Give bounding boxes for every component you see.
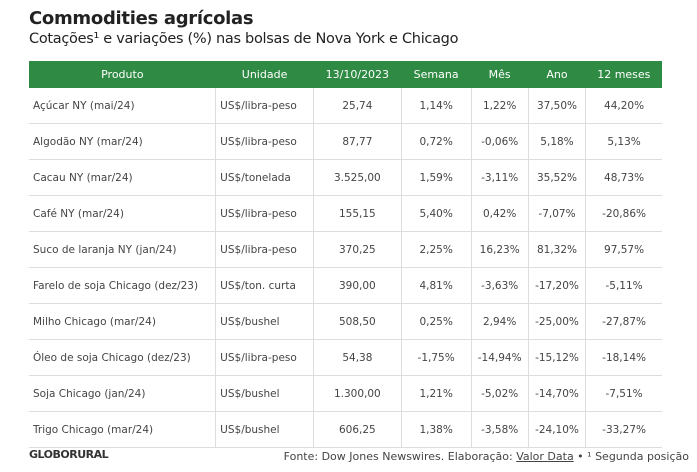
table-row: Café NY (mar/24) US$/libra-peso 155,15 5,40… bbox=[29, 195, 662, 232]
table-cell: 1,21% bbox=[400, 375, 472, 412]
table-cell: -24,10% bbox=[527, 411, 586, 448]
table-cell: 97,57% bbox=[585, 231, 662, 268]
table-cell: Trigo Chicago (mar/24) bbox=[29, 411, 216, 448]
table-cell: US$/libra-peso bbox=[215, 123, 314, 160]
table-row: Milho Chicago (mar/24) US$/bushel 508,50 0,… bbox=[29, 303, 662, 340]
table-cell: 508,50 bbox=[312, 303, 402, 340]
column-header: 13/10/2023 bbox=[313, 61, 402, 88]
table-cell: 1,14% bbox=[400, 88, 472, 124]
page-title: Commodities agrícolas bbox=[29, 8, 254, 29]
table-cell: Óleo de soja Chicago (dez/23) bbox=[29, 339, 216, 376]
table-cell: Farelo de soja Chicago (dez/23) bbox=[29, 267, 216, 304]
table-cell: -5,11% bbox=[585, 267, 662, 304]
table-cell: US$/libra-peso bbox=[215, 231, 314, 268]
table-cell: Café NY (mar/24) bbox=[29, 195, 216, 232]
table-cell: US$/libra-peso bbox=[215, 195, 314, 232]
column-header: 12 meses bbox=[585, 61, 662, 88]
column-header: Semana bbox=[401, 61, 472, 88]
footnote-text: • ¹ Segunda posição bbox=[573, 450, 689, 463]
table-cell: US$/bushel bbox=[215, 411, 314, 448]
table-cell: Cacau NY (mar/24) bbox=[29, 159, 216, 196]
table-row: Suco de laranja NY (jan/24) US$/libra-pes… bbox=[29, 231, 662, 268]
table-row: Trigo Chicago (mar/24) US$/bushel 606,25 1,… bbox=[29, 411, 662, 448]
table-cell: 606,25 bbox=[312, 411, 402, 448]
table-cell: -3,11% bbox=[470, 159, 529, 196]
table-cell: Algodão NY (mar/24) bbox=[29, 123, 216, 160]
source-text: Fonte: Dow Jones Newswires. Elaboração: bbox=[283, 450, 517, 463]
table-cell: 370,25 bbox=[312, 231, 402, 268]
table-cell: US$/libra-peso bbox=[215, 88, 314, 124]
table-cell: -14,94% bbox=[470, 339, 529, 376]
table-header: Produto Unidade 13/10/2023 Semana Mês Ano 12 m… bbox=[29, 61, 662, 88]
column-header: Mês bbox=[471, 61, 529, 88]
table-cell: 5,18% bbox=[527, 123, 586, 160]
table-cell: -7,07% bbox=[527, 195, 586, 232]
table-cell: 155,15 bbox=[312, 195, 402, 232]
table-cell: 1.300,00 bbox=[312, 375, 402, 412]
table-cell: -1,75% bbox=[400, 339, 472, 376]
table-cell: 0,25% bbox=[400, 303, 472, 340]
table-cell: -0,06% bbox=[470, 123, 529, 160]
table-cell: -25,00% bbox=[527, 303, 586, 340]
table-cell: Milho Chicago (mar/24) bbox=[29, 303, 216, 340]
table-cell: 4,81% bbox=[400, 267, 472, 304]
table-cell: 16,23% bbox=[470, 231, 529, 268]
table-cell: US$/bushel bbox=[215, 375, 314, 412]
table-cell: 0,42% bbox=[470, 195, 529, 232]
table-cell: 35,52% bbox=[527, 159, 586, 196]
source-note: Fonte: Dow Jones Newswires. Elaboração: … bbox=[284, 450, 689, 463]
table-cell: 390,00 bbox=[312, 267, 402, 304]
table-cell: US$/ton. curta bbox=[215, 267, 314, 304]
table-cell: Soja Chicago (jan/24) bbox=[29, 375, 216, 412]
table-row: Soja Chicago (jan/24) US$/bushel 1.300,00 1… bbox=[29, 375, 662, 412]
valor-data-link[interactable]: Valor Data bbox=[516, 450, 574, 463]
table-cell: US$/tonelada bbox=[215, 159, 314, 196]
table-cell: 3.525,00 bbox=[312, 159, 402, 196]
table-cell: -7,51% bbox=[585, 375, 662, 412]
table-cell: 5,13% bbox=[585, 123, 662, 160]
table-cell: 37,50% bbox=[527, 88, 586, 124]
column-header: Ano bbox=[528, 61, 586, 88]
table-cell: 1,38% bbox=[400, 411, 472, 448]
table-cell: 1,59% bbox=[400, 159, 472, 196]
table-cell: 54,38 bbox=[312, 339, 402, 376]
column-header: Produto bbox=[29, 61, 216, 88]
table-cell: 5,40% bbox=[400, 195, 472, 232]
table-cell: 48,73% bbox=[585, 159, 662, 196]
table-cell: -15,12% bbox=[527, 339, 586, 376]
table-cell: -5,02% bbox=[470, 375, 529, 412]
commodities-table: Produto Unidade 13/10/2023 Semana Mês Ano 12 m… bbox=[29, 61, 662, 448]
table-cell: -17,20% bbox=[527, 267, 586, 304]
page-subtitle: Cotações¹ e variações (%) nas bolsas de … bbox=[29, 31, 459, 47]
table-row: Óleo de soja Chicago (dez/23) US$/libra-p… bbox=[29, 339, 662, 376]
table-cell: US$/bushel bbox=[215, 303, 314, 340]
table-cell: 1,22% bbox=[470, 88, 529, 124]
globorural-logo: GLOBORURAL bbox=[29, 448, 109, 461]
table-cell: -20,86% bbox=[585, 195, 662, 232]
table-row: Açúcar NY (mai/24) US$/libra-peso 25,74 1,1… bbox=[29, 88, 662, 124]
table-cell: -14,70% bbox=[527, 375, 586, 412]
table-cell: US$/libra-peso bbox=[215, 339, 314, 376]
table-row: Cacau NY (mar/24) US$/tonelada 3.525,00 1,5… bbox=[29, 159, 662, 196]
table-cell: 44,20% bbox=[585, 88, 662, 124]
table-row: Farelo de soja Chicago (dez/23) US$/ton. … bbox=[29, 267, 662, 304]
table-cell: -27,87% bbox=[585, 303, 662, 340]
table-cell: -3,63% bbox=[470, 267, 529, 304]
table-cell: 25,74 bbox=[312, 88, 402, 124]
table-row: Algodão NY (mar/24) US$/libra-peso 87,77 0,… bbox=[29, 123, 662, 160]
table-cell: -33,27% bbox=[585, 411, 662, 448]
table-cell: -3,58% bbox=[470, 411, 529, 448]
table-cell: 2,25% bbox=[400, 231, 472, 268]
column-header: Unidade bbox=[215, 61, 314, 88]
table-cell: -18,14% bbox=[585, 339, 662, 376]
table-cell: 87,77 bbox=[312, 123, 402, 160]
table-cell: Açúcar NY (mai/24) bbox=[29, 88, 216, 124]
table-cell: Suco de laranja NY (jan/24) bbox=[29, 231, 216, 268]
table-cell: 0,72% bbox=[400, 123, 472, 160]
table-cell: 2,94% bbox=[470, 303, 529, 340]
table-cell: 81,32% bbox=[527, 231, 586, 268]
